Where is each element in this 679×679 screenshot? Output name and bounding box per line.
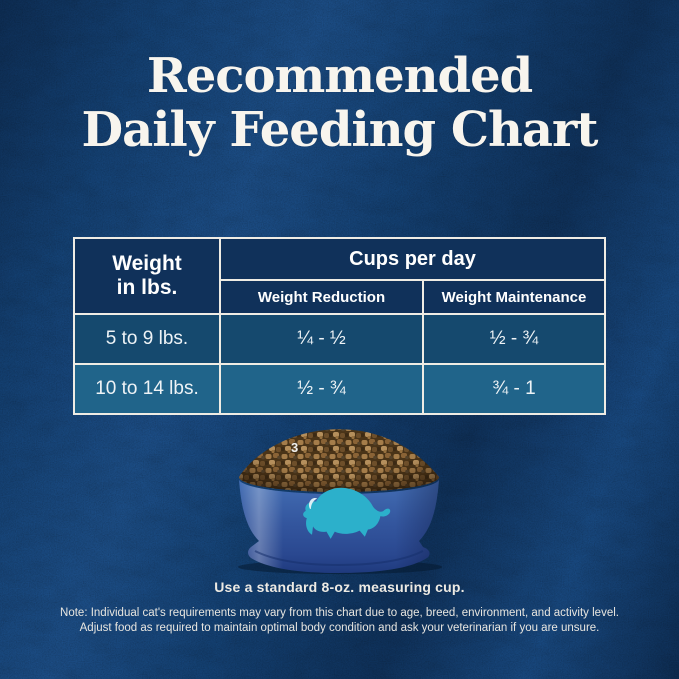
cups-per-day-header: Cups per day <box>221 239 604 279</box>
table-row1-reduction: ¼ - ½ <box>221 315 422 363</box>
footnote-marker: 3 <box>291 440 299 455</box>
table-row2-reduction: ½ - ¾ <box>221 365 422 413</box>
table-row1-maintenance: ½ - ¾ <box>424 315 604 363</box>
table-row2-maintenance: ¾ - 1 <box>424 365 604 413</box>
weight-header-line1: Weight <box>112 252 182 275</box>
feeding-table: Weight in lbs. Cups per day Weight Reduc… <box>73 237 606 415</box>
measuring-cup-caption: Use a standard 8-oz. measuring cup. <box>214 579 465 595</box>
buffalo-horn <box>308 498 318 509</box>
disclaimer-line2: Adjust food as required to maintain opti… <box>79 622 600 634</box>
blue-buffalo-logo <box>303 487 391 539</box>
food-bowl-illustration <box>233 425 447 575</box>
table-row2-weight: 10 to 14 lbs. <box>75 365 219 413</box>
kibble-pile <box>239 429 439 492</box>
disclaimer-note: Note: Individual cat's requirements may … <box>18 606 661 636</box>
weight-column-header: Weight in lbs. <box>75 239 219 313</box>
page-title-line1: Recommended <box>146 48 533 104</box>
weight-maintenance-header: Weight Maintenance <box>424 281 604 313</box>
page-title-line2: Daily Feeding Chart <box>81 102 599 158</box>
page-title: Recommended Daily Feeding Chart <box>0 49 679 157</box>
weight-reduction-header: Weight Reduction <box>221 281 422 313</box>
weight-header-line2: in lbs. <box>116 276 178 299</box>
disclaimer-line1: Note: Individual cat's requirements may … <box>60 607 619 619</box>
table-row1-weight: 5 to 9 lbs. <box>75 315 219 363</box>
